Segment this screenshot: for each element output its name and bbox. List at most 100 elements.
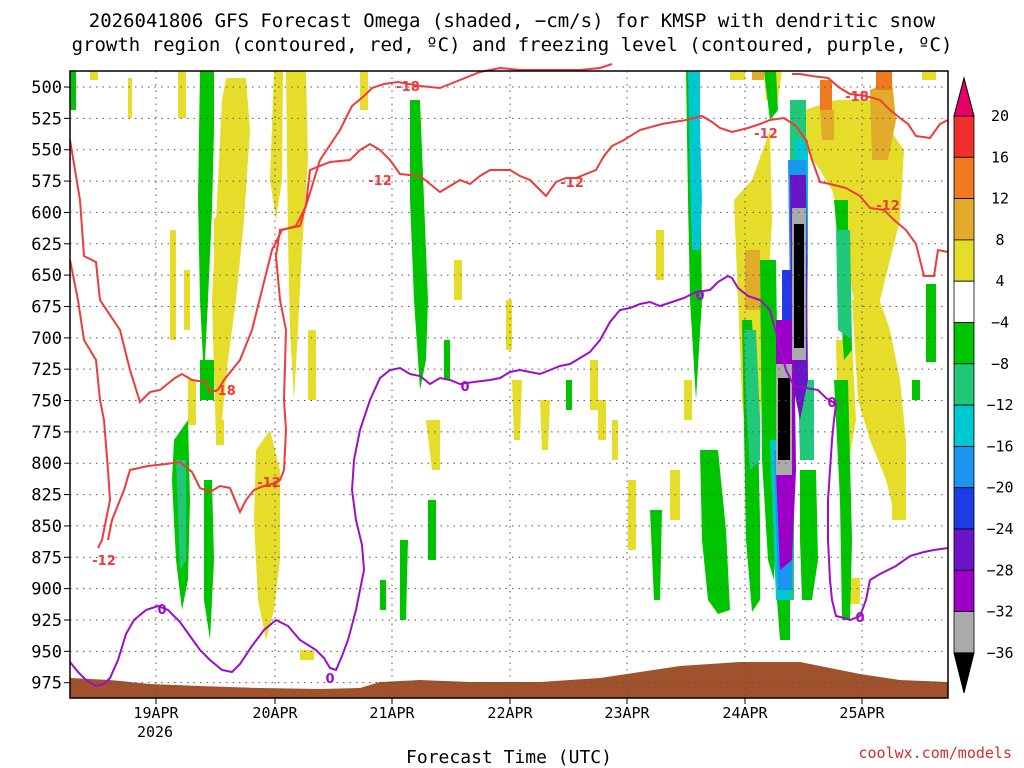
plot-frame (69, 70, 949, 699)
shade-green (204, 480, 214, 640)
chart-title-line-1: 2026041806 GFS Forecast Omega (shaded, −… (89, 10, 936, 32)
y-tick-label: 650 (31, 266, 62, 286)
shade-yellow (730, 71, 745, 80)
colorbar-swatch (953, 404, 975, 447)
colorbar-swatch (953, 445, 975, 489)
x-tick-label: 19APR (133, 704, 179, 722)
shade-yellow (300, 650, 314, 660)
colorbar: 20 16 12 8 4 −4 −8 −12 −16 −20 −24 −28 −32 −36 (953, 76, 1014, 694)
y-tick-label: 775 (31, 423, 62, 443)
shade-yellow (270, 71, 283, 220)
x-tick-label: 20APR (252, 704, 298, 722)
shade-green (70, 71, 76, 110)
colorbar-swatch (953, 528, 975, 571)
colorbar-bottom-arrow (953, 652, 975, 694)
shade-yellow (684, 380, 692, 420)
x-tick-label: 22APR (487, 704, 533, 722)
shade-green (566, 380, 572, 410)
contour-labels: -18 -12 -12 -12 -18 -12 -18 -12 -12 0 0 0 0 0 0 (92, 80, 900, 687)
contour-dgz-lower (69, 139, 219, 404)
shade-green (380, 580, 386, 610)
shade-yellow (598, 400, 606, 440)
contour-label: 0 (855, 611, 864, 626)
contour-label: -12 (368, 174, 392, 189)
shade-yellow (540, 400, 550, 450)
shade-yellow (426, 420, 440, 470)
contour-dgz-left-edge (69, 259, 112, 549)
shade-teal (176, 460, 186, 570)
colorbar-label: 12 (991, 190, 1009, 208)
y-tick-label: 675 (31, 297, 62, 317)
shade-green (400, 540, 408, 620)
shade-yellow (512, 380, 522, 440)
colorbar-label: −36 (986, 644, 1013, 662)
shade-green (912, 380, 920, 400)
shade-yellow (892, 490, 906, 520)
contour-label: -12 (92, 554, 116, 569)
shade-green (444, 340, 450, 380)
credit-link[interactable]: coolwx.com/models (858, 744, 1012, 762)
colorbar-swatch (953, 198, 975, 241)
shade-green (198, 71, 214, 380)
colorbar-swatch (953, 569, 975, 612)
shade-yellow (852, 290, 906, 520)
x-tick-label: 21APR (369, 704, 415, 722)
x-axis-title: Forecast Time (UTC) (406, 747, 612, 768)
shade-yellow (612, 420, 618, 460)
colorbar-swatch (953, 239, 975, 282)
shade-green (428, 500, 436, 560)
y-tick-label: 625 (31, 235, 62, 255)
contour-label: -18 (212, 384, 236, 399)
colorbar-swatch (953, 156, 975, 200)
contour-label: -18 (845, 90, 869, 105)
y-tick-label: 550 (31, 141, 62, 161)
y-tick-label: 850 (31, 517, 62, 537)
x-axis-labels: 19APR 20APR 21APR 22APR 23APR 24APR 25APR (133, 698, 886, 722)
x-tick-label: 25APR (839, 704, 885, 722)
shade-orange (752, 71, 764, 80)
chart-title-line-2: growth region (contoured, red, ºC) and f… (72, 34, 953, 56)
shade-yellow (170, 230, 176, 340)
colorbar-label: 20 (991, 107, 1009, 125)
omega-shading (70, 70, 936, 660)
y-tick-label: 525 (31, 109, 62, 129)
colorbar-label: −4 (991, 314, 1009, 332)
shade-yellow (212, 78, 250, 440)
x-axis-year: 2026 (137, 723, 173, 741)
shade-green (700, 450, 730, 614)
y-tick-label: 950 (31, 642, 62, 662)
shade-yellow (216, 420, 224, 445)
x-tick-label: 23APR (604, 704, 650, 722)
shade-teal (744, 330, 760, 470)
shade-yellow (90, 71, 98, 80)
shade-green (926, 284, 936, 362)
gridlines (70, 71, 948, 698)
y-tick-label: 875 (31, 548, 62, 568)
colorbar-swatch (953, 487, 975, 530)
shade-yellow (214, 218, 222, 300)
colorbar-label: 4 (995, 272, 1004, 290)
y-tick-label: 900 (31, 580, 62, 600)
shade-orange (820, 110, 834, 140)
shade-black (778, 378, 790, 460)
shade-green (800, 470, 818, 600)
terrain-fill (70, 662, 948, 698)
shade-yellow (590, 360, 598, 410)
x-tick-label: 24APR (722, 704, 768, 722)
y-tick-label: 975 (31, 674, 62, 694)
shade-green (764, 71, 778, 120)
shade-green (410, 100, 428, 390)
y-tick-label: 600 (31, 203, 62, 223)
shade-yellow (454, 260, 462, 300)
shade-orange (876, 71, 892, 90)
shade-yellow (128, 78, 132, 118)
contour-label: 0 (157, 603, 166, 618)
colorbar-swatch (953, 280, 975, 323)
shade-yellow (656, 230, 664, 280)
shade-orange (820, 80, 832, 110)
y-axis-labels: 500 525 550 575 600 625 650 675 700 725 750 775 800 8… (31, 78, 70, 694)
colorbar-swatch (953, 611, 975, 654)
shade-green (650, 510, 662, 600)
shade-yellow (506, 300, 512, 350)
